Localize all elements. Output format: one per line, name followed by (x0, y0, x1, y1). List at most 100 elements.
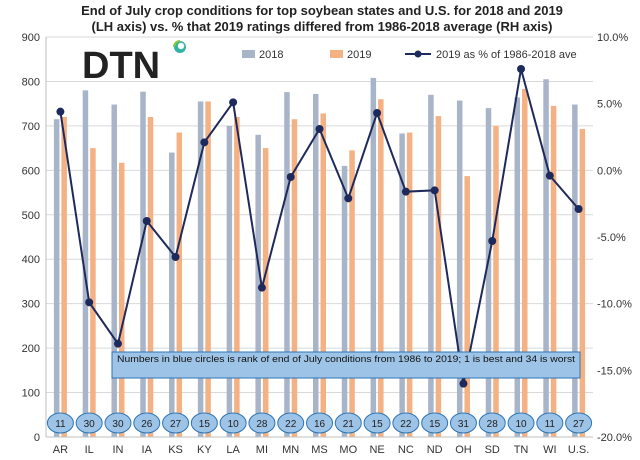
bar-2019 (378, 99, 384, 437)
rank-label: 15 (199, 419, 211, 430)
pct-point (488, 237, 497, 245)
right-tick-label: 0.0% (597, 165, 622, 177)
dtn-logo: DTN (82, 40, 186, 87)
bar-2019 (61, 117, 67, 437)
bar-2019 (205, 101, 211, 437)
pct-line (59, 68, 580, 384)
pct-point (286, 173, 295, 181)
bar-2019 (176, 132, 183, 438)
legend-label-pct: 2019 as % of 1986-2018 ave (436, 49, 577, 61)
rank-label: 30 (84, 419, 96, 430)
rank-circle (75, 412, 103, 434)
bar-2019 (579, 129, 586, 437)
rank-label: 15 (372, 419, 384, 430)
pct-point (171, 253, 180, 261)
rank-circle (104, 412, 132, 434)
legend: 2018 2019 2019 as % of 1986-2018 ave (242, 49, 577, 61)
rank-circle (363, 412, 391, 434)
x-tick-label: WI (543, 444, 556, 456)
right-tick-label: 5.0% (597, 99, 622, 111)
legend-label-2019: 2019 (347, 49, 371, 61)
rank-circle (190, 412, 218, 434)
rank-circle (507, 412, 535, 434)
pct-point (401, 187, 410, 196)
logo-swirl-icon (173, 40, 186, 53)
pct-point (142, 217, 151, 225)
rank-label: 28 (487, 419, 499, 430)
x-tick-label: OH (455, 444, 472, 456)
rank-label: 27 (170, 419, 182, 430)
rank-circle (133, 412, 161, 434)
bar-2018 (82, 90, 89, 437)
rank-circle (277, 412, 305, 434)
chart-title-line-1: End of July crop conditions for top soyb… (81, 3, 563, 18)
legend-swatch-2018 (242, 50, 255, 58)
left-tick-label: 800 (22, 76, 40, 88)
legend-swatch-2019 (330, 50, 343, 58)
right-tick-label: -20.0% (597, 432, 632, 444)
rank-circles: 11 30 30 26 27 15 10 28 22 16 21 15 22 15 31 28 10 11 27 (46, 412, 593, 434)
bar-2018 (53, 119, 60, 437)
x-tick-label: IA (142, 444, 153, 456)
rank-circle (46, 412, 74, 434)
bar-2019 (147, 117, 154, 437)
x-tick-label: LA (226, 444, 240, 456)
bar-2018 (456, 100, 463, 438)
bar-2018 (169, 152, 175, 438)
rank-circle (392, 412, 420, 434)
bar-2019 (406, 132, 413, 438)
left-tick-label: 700 (22, 121, 40, 133)
left-tick-label: 900 (22, 32, 40, 44)
pct-point (315, 125, 324, 133)
pct-point (113, 339, 122, 348)
bar-2019 (349, 150, 355, 438)
left-tick-label: 600 (22, 165, 40, 177)
right-tick-label: -15.0% (597, 365, 632, 377)
left-tick-label: 0 (34, 432, 40, 444)
legend-marker-pct (414, 50, 422, 58)
rank-label: 28 (256, 419, 268, 430)
x-tick-label: MS (311, 444, 328, 456)
left-tick-label: 500 (22, 210, 40, 222)
bar-2018 (399, 133, 405, 437)
rank-label: 16 (314, 419, 326, 430)
left-tick-label: 400 (22, 254, 40, 266)
rank-label: 27 (573, 419, 585, 430)
left-tick-label: 100 (22, 388, 40, 400)
right-axis: -20.0% -15.0% -10.0% -5.0% 0.0% 5.0% 10.0% (597, 32, 632, 444)
rank-label: 26 (141, 419, 153, 430)
rank-circle (334, 412, 362, 434)
rank-label: 30 (112, 419, 124, 430)
rank-label: 10 (228, 419, 240, 430)
bar-2019 (493, 125, 499, 437)
rank-circle (536, 412, 564, 434)
x-tick-label: MO (339, 444, 357, 456)
x-tick-label: AR (53, 444, 68, 456)
gridlines (46, 36, 593, 438)
rank-label: 15 (429, 419, 441, 430)
bar-2018 (313, 93, 319, 437)
line-series (56, 65, 583, 388)
bar-2019 (262, 148, 269, 437)
rank-note: Numbers in blue circles is rank of end o… (111, 351, 581, 379)
rank-label: 21 (343, 419, 355, 430)
rank-circle (449, 412, 477, 434)
x-tick-label: IN (112, 444, 123, 456)
rank-circle (162, 412, 190, 434)
x-tick-label: IL (85, 444, 94, 456)
rank-label: 11 (545, 419, 556, 430)
rank-note-box (111, 351, 581, 379)
pct-point (344, 194, 353, 203)
rank-label: 10 (515, 419, 527, 430)
rank-circle (565, 412, 593, 434)
rank-circle (478, 412, 506, 434)
bar-2018 (226, 125, 233, 437)
left-tick-label: 300 (22, 299, 40, 311)
pct-point (574, 205, 583, 213)
rank-circle (219, 412, 247, 434)
x-tick-label: SD (485, 444, 500, 456)
rank-label: 11 (55, 419, 66, 430)
x-tick-label: NE (369, 444, 384, 456)
rank-circle (421, 412, 449, 434)
